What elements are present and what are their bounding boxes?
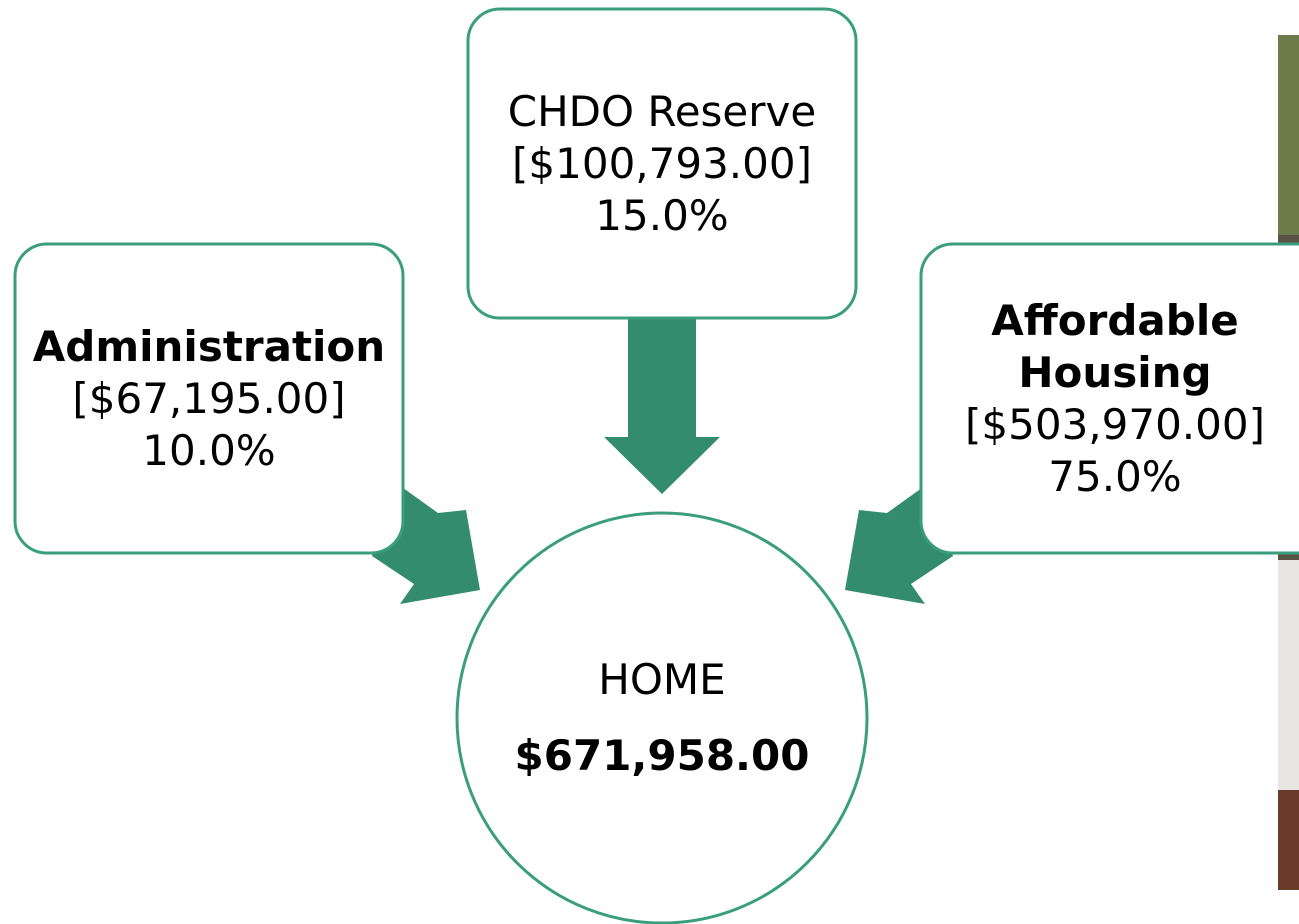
node: CHDO Reserve [$100,793.00] 15.0% [468, 9, 856, 318]
center: HOME $671,958.00 [457, 513, 867, 923]
node-label: Affordable Housing [965, 295, 1265, 399]
node-percent: 15.0% [595, 190, 728, 242]
photo-wall [1278, 560, 1299, 790]
center-amount: $671,958.00 [515, 718, 810, 794]
node-label: CHDO Reserve [508, 86, 816, 138]
node-label: Administration [33, 321, 385, 373]
center-label: HOME [598, 642, 725, 718]
node: Administration [$67,195.00] 10.0% [15, 244, 403, 553]
node-percent: 75.0% [1048, 451, 1181, 503]
page: CHDO Reserve [$100,793.00] 15.0% Adminis… [0, 0, 1299, 924]
arrow-down [604, 315, 720, 494]
node-percent: 10.0% [142, 425, 275, 477]
node: Affordable Housing [$503,970.00] 75.0% [921, 244, 1299, 553]
photo-foliage [1278, 35, 1299, 235]
node-amount: [$67,195.00] [72, 373, 345, 425]
photo-planter [1278, 790, 1299, 890]
node-amount: [$100,793.00] [512, 138, 812, 190]
node-amount: [$503,970.00] [965, 399, 1265, 451]
